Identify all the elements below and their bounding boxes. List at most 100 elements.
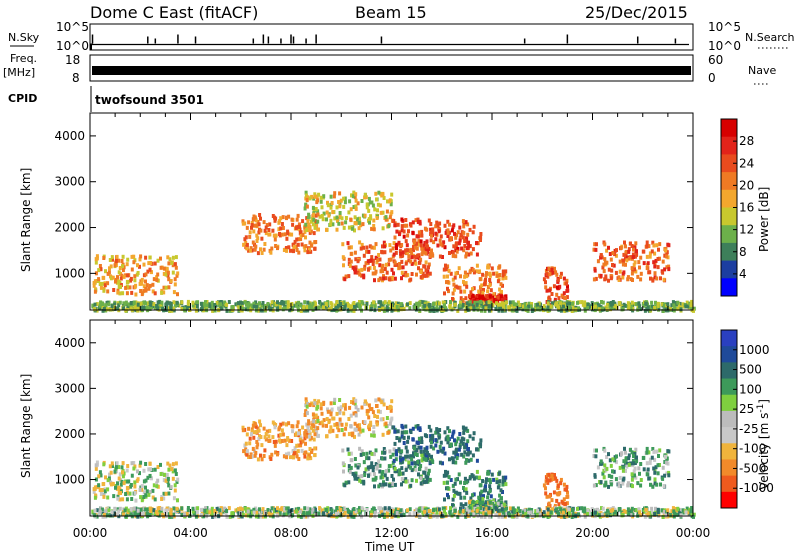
echo-cell — [290, 508, 294, 512]
echo-cell — [404, 218, 408, 222]
echo-cell — [456, 453, 460, 458]
echo-cell — [329, 218, 333, 223]
echo-cell — [155, 275, 159, 280]
echo-cell — [508, 506, 512, 511]
echo-cell — [303, 454, 307, 459]
echo-cell — [609, 463, 613, 468]
echo-cell — [254, 244, 258, 249]
echo-cell — [415, 246, 419, 251]
echo-cell — [481, 294, 485, 299]
echo-cell — [310, 510, 314, 515]
echo-cell — [272, 233, 276, 238]
echo-cell — [633, 267, 636, 272]
echo-cell — [492, 292, 496, 297]
echo-cell — [474, 269, 478, 274]
echo-cell — [667, 267, 671, 272]
echo-cell — [268, 509, 272, 514]
echo-cell — [603, 242, 607, 247]
echo-cell — [394, 250, 398, 255]
echo-cell — [320, 302, 324, 307]
echo-cell — [421, 477, 425, 482]
echo-cell — [98, 303, 102, 308]
echo-cell — [435, 220, 439, 225]
echo-cell — [290, 439, 294, 443]
echo-cell — [624, 450, 627, 455]
echo-cell — [599, 459, 603, 464]
echo-cell — [162, 496, 166, 501]
echo-cell — [451, 253, 455, 258]
echo-cell — [458, 225, 462, 230]
echo-cell — [457, 266, 461, 271]
echo-cell — [626, 277, 630, 282]
echo-cell — [382, 240, 386, 245]
echo-cell — [395, 246, 398, 251]
echo-cell — [412, 454, 415, 459]
echo-cell — [281, 226, 285, 230]
echo-cell — [415, 453, 419, 457]
echo-cell — [305, 411, 309, 416]
echo-cell — [133, 491, 137, 496]
echo-cell — [173, 468, 177, 473]
echo-cell — [322, 418, 326, 423]
echo-cell — [408, 507, 412, 512]
freq-tick-bottom: 8 — [72, 71, 80, 85]
echo-cell — [325, 227, 328, 232]
echo-cell — [651, 447, 655, 451]
echo-cell — [392, 252, 396, 257]
echo-cell — [346, 303, 350, 308]
echo-cell — [384, 217, 388, 222]
echo-cell — [241, 428, 245, 433]
echo-cell — [335, 422, 339, 426]
echo-cell — [646, 305, 650, 310]
echo-cell — [630, 450, 634, 455]
echo-cell — [451, 503, 454, 508]
echo-cell — [384, 482, 388, 487]
echo-cell — [252, 223, 256, 228]
echo-cell — [218, 302, 222, 307]
echo-cell — [252, 304, 256, 309]
echo-cell — [254, 218, 258, 223]
echo-cell — [454, 254, 458, 259]
echo-cell — [304, 203, 308, 208]
echo-cell — [364, 467, 368, 472]
echo-cell — [605, 513, 609, 518]
echo-cell — [342, 506, 346, 511]
echo-cell — [521, 304, 524, 309]
echo-cell — [406, 302, 409, 307]
echo-cell — [312, 231, 316, 236]
echo-cell — [156, 512, 160, 517]
echo-cell — [448, 222, 451, 227]
echo-cell — [369, 464, 373, 469]
echo-cell — [291, 222, 295, 227]
echo-cell — [395, 511, 399, 515]
echo-cell — [186, 302, 190, 307]
echo-cell — [420, 246, 424, 251]
echo-cell — [593, 304, 597, 309]
echo-cell — [130, 267, 134, 272]
echo-cell — [690, 306, 694, 311]
echo-cell — [326, 407, 329, 412]
echo-cell — [358, 509, 362, 514]
echo-cell — [329, 401, 333, 406]
echo-cell — [172, 512, 175, 517]
echo-cell — [352, 308, 356, 313]
echo-cell — [155, 484, 159, 489]
echo-cell — [350, 193, 353, 198]
echo-cell — [338, 215, 342, 219]
echo-cell — [304, 397, 308, 402]
echo-cell — [516, 512, 520, 517]
echo-cell — [501, 475, 505, 480]
echo-cell — [259, 453, 262, 458]
echo-cell — [318, 506, 322, 511]
echo-cell — [411, 426, 415, 431]
echo-cell — [463, 270, 467, 275]
echo-cell — [354, 204, 358, 209]
echo-cell — [419, 449, 423, 454]
echo-cell — [633, 466, 637, 471]
echo-cell — [358, 478, 362, 483]
echo-cell — [504, 500, 508, 505]
echo-cell — [419, 270, 423, 274]
echo-cell — [372, 265, 376, 270]
echo-cell — [450, 228, 454, 233]
echo-cell — [171, 263, 175, 268]
